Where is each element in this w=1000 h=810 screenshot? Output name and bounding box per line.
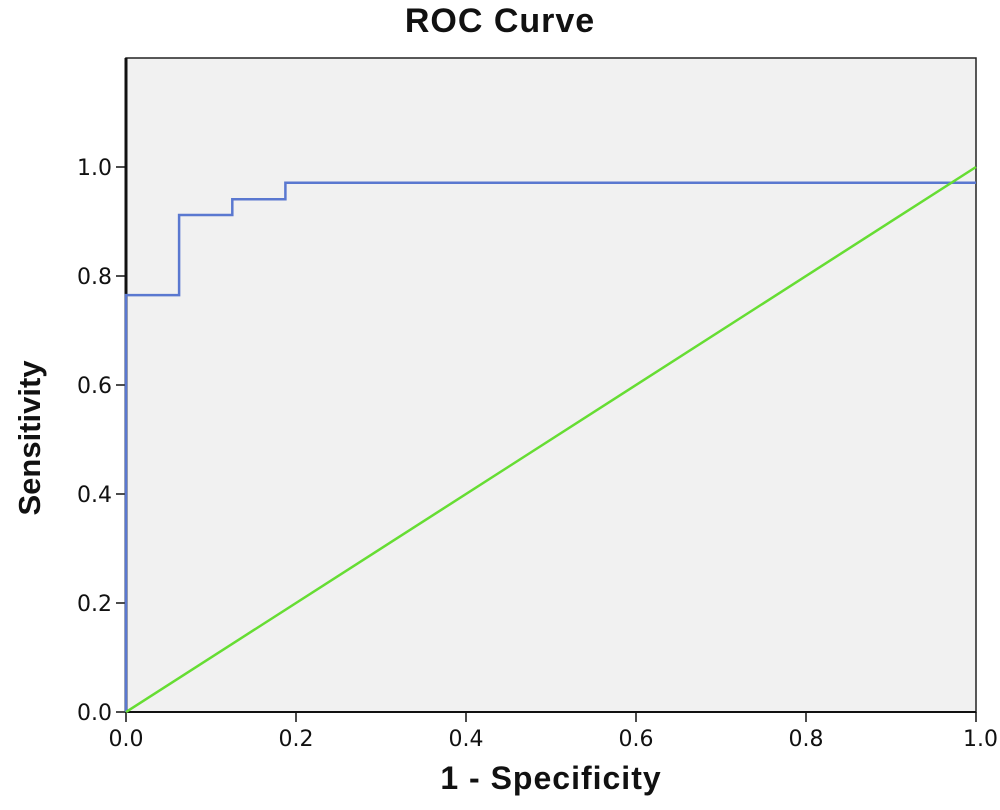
y-tick-label: 1.0 [77,156,112,181]
roc-curve-line [124,181,976,712]
plot-area [125,57,977,713]
x-tick-label: 0.8 [789,727,824,752]
x-tick-label: 0.2 [279,727,314,752]
y-tick-label: 0.8 [77,265,112,290]
reference-diagonal-line [125,165,977,714]
y-tick-label: 0.6 [77,374,112,399]
y-tick-label: 0.0 [77,701,112,726]
x-tick-label: 1.0 [963,727,998,752]
x-tick-label: 0.0 [109,727,144,752]
x-tick-label: 0.6 [619,727,654,752]
x-tick-label: 0.4 [449,727,484,752]
x-axis-label: 1 - Specificity [440,760,662,796]
y-tick-label: 0.2 [77,592,112,617]
chart-title: ROC Curve [404,2,596,40]
y-tick-label: 0.4 [77,483,112,508]
